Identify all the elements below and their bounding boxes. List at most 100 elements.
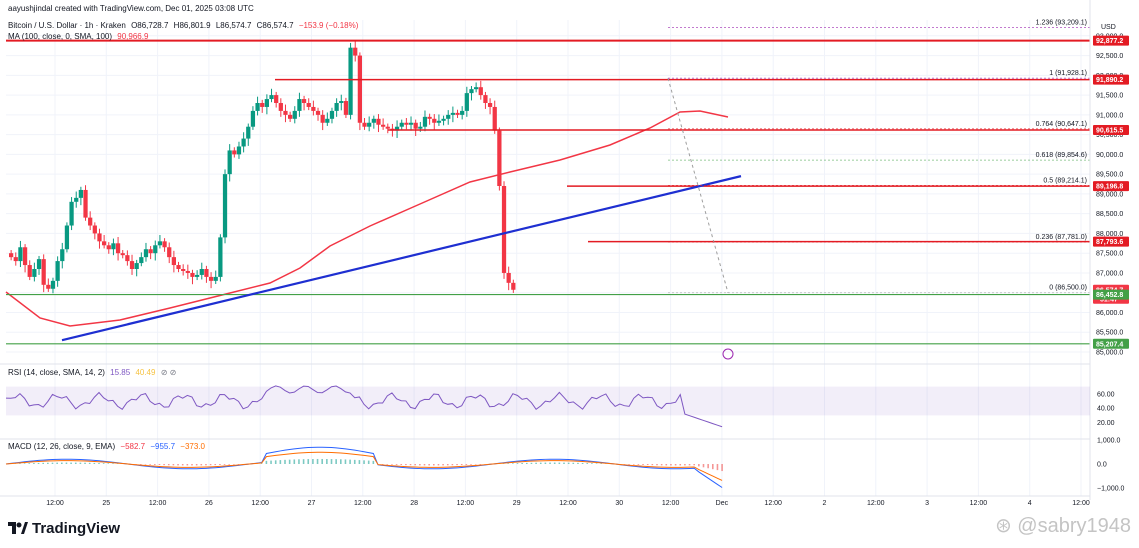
time-tick: 12:00 bbox=[1072, 500, 1090, 507]
fib-label: 1 (91,928.1) bbox=[1049, 70, 1087, 77]
fib-label: 0 (86,500.0) bbox=[1049, 285, 1087, 292]
price-tick: 87,500.0 bbox=[1096, 251, 1123, 258]
candle bbox=[115, 243, 121, 254]
candle bbox=[60, 249, 65, 262]
candle bbox=[501, 186, 507, 273]
price-tick: 85,000.0 bbox=[1096, 350, 1123, 357]
ma-label: MA (100, close, 0, SMA, 100) bbox=[8, 32, 113, 41]
macd-tick: 1,000.0 bbox=[1097, 438, 1120, 445]
candle bbox=[455, 112, 460, 115]
price-tick: 90,500.0 bbox=[1096, 132, 1123, 139]
candle bbox=[148, 249, 153, 254]
candle bbox=[102, 241, 107, 246]
time-tick: 12:00 bbox=[251, 500, 269, 507]
price-tick: 88,500.0 bbox=[1096, 211, 1123, 218]
candle bbox=[478, 87, 483, 96]
macd-line bbox=[5, 446, 723, 488]
close-value: C86,574.7 bbox=[256, 21, 294, 30]
price-tick: 85,500.0 bbox=[1096, 330, 1123, 337]
price-tag-label: 85,207.4 bbox=[1096, 341, 1123, 348]
candle bbox=[474, 87, 479, 90]
candles bbox=[9, 41, 516, 294]
time-tick: 12:00 bbox=[764, 500, 782, 507]
time-axis[interactable]: 12:00 25 12:00 26 12:00 27 12:00 28 12:00 29 12:00… bbox=[0, 495, 1090, 507]
candle bbox=[32, 269, 37, 277]
candle bbox=[432, 118, 437, 123]
candle bbox=[9, 253, 14, 258]
candle bbox=[213, 276, 218, 281]
candle bbox=[64, 225, 70, 250]
candle bbox=[376, 118, 381, 125]
candle bbox=[320, 114, 325, 123]
currency-label: USD bbox=[1101, 24, 1116, 31]
candle bbox=[469, 89, 474, 94]
price-tag bbox=[1093, 74, 1129, 85]
price-axis[interactable]: USD93,000.092,500.092,000.091,500.091,00… bbox=[1089, 0, 1129, 500]
candle bbox=[325, 118, 330, 123]
candle bbox=[357, 55, 362, 123]
time-tick: 12:00 bbox=[46, 500, 64, 507]
price-tag bbox=[1093, 35, 1129, 46]
candle bbox=[36, 259, 42, 269]
candle bbox=[288, 114, 293, 119]
candle bbox=[264, 99, 269, 107]
price-tag bbox=[1093, 181, 1129, 192]
signal-line bbox=[5, 451, 723, 481]
candle bbox=[190, 272, 195, 277]
low-value: L86,574.7 bbox=[215, 21, 252, 30]
macd-tick: −1,000.0 bbox=[1097, 486, 1125, 493]
time-tick: 2 bbox=[823, 500, 827, 507]
candle bbox=[83, 189, 88, 218]
price-tag bbox=[1093, 289, 1129, 300]
candle bbox=[199, 269, 204, 275]
candle bbox=[41, 259, 46, 285]
candle bbox=[222, 174, 228, 238]
fib-anchor-line bbox=[667, 78, 729, 293]
candle bbox=[74, 197, 79, 202]
time-tick: 27 bbox=[308, 500, 316, 507]
rsi-tick: 20.00 bbox=[1097, 420, 1115, 427]
candle bbox=[218, 237, 223, 277]
candle bbox=[153, 245, 158, 254]
candle bbox=[139, 257, 144, 264]
time-tick: 12:00 bbox=[867, 500, 885, 507]
candle bbox=[181, 269, 186, 271]
candle bbox=[427, 116, 432, 119]
candle bbox=[483, 95, 488, 103]
rsi-legend: RSI (14, close, SMA, 14, 2) 15.85 40.49 … bbox=[8, 368, 177, 377]
fib-label: 0.236 (87,781.0) bbox=[1036, 234, 1087, 241]
candle bbox=[157, 241, 163, 246]
fib-label: 0.764 (90,647.1) bbox=[1036, 121, 1087, 128]
candle bbox=[408, 122, 414, 125]
open-value: O86,728.7 bbox=[131, 21, 169, 30]
candle bbox=[88, 217, 93, 226]
price-tick: 91,500.0 bbox=[1096, 93, 1123, 100]
candle bbox=[329, 110, 335, 119]
candle bbox=[46, 284, 51, 289]
price-tick: 91,000.0 bbox=[1096, 112, 1123, 119]
candle bbox=[450, 112, 455, 115]
time-tick: 12:00 bbox=[559, 500, 577, 507]
candle bbox=[129, 261, 135, 269]
price-tag-label: 87,793.6 bbox=[1096, 239, 1123, 246]
candle bbox=[125, 255, 130, 262]
tradingview-logo-icon bbox=[8, 522, 28, 534]
macd-tick: 0.0 bbox=[1097, 462, 1107, 469]
tradingview-logo[interactable]: TradingView bbox=[8, 520, 120, 537]
time-tick: 29 bbox=[513, 500, 521, 507]
time-tick: 28 bbox=[410, 500, 418, 507]
watermark: ⊛ @sabry1948 bbox=[994, 515, 1131, 537]
candle bbox=[78, 189, 83, 198]
candle bbox=[97, 233, 102, 242]
candle bbox=[348, 47, 353, 115]
candle bbox=[464, 93, 469, 111]
candle bbox=[69, 201, 74, 226]
candle bbox=[227, 150, 232, 175]
candle bbox=[497, 130, 502, 186]
candle bbox=[446, 114, 451, 119]
candle bbox=[106, 245, 111, 250]
candle bbox=[371, 118, 376, 123]
candle bbox=[492, 106, 497, 131]
candle bbox=[460, 110, 465, 115]
